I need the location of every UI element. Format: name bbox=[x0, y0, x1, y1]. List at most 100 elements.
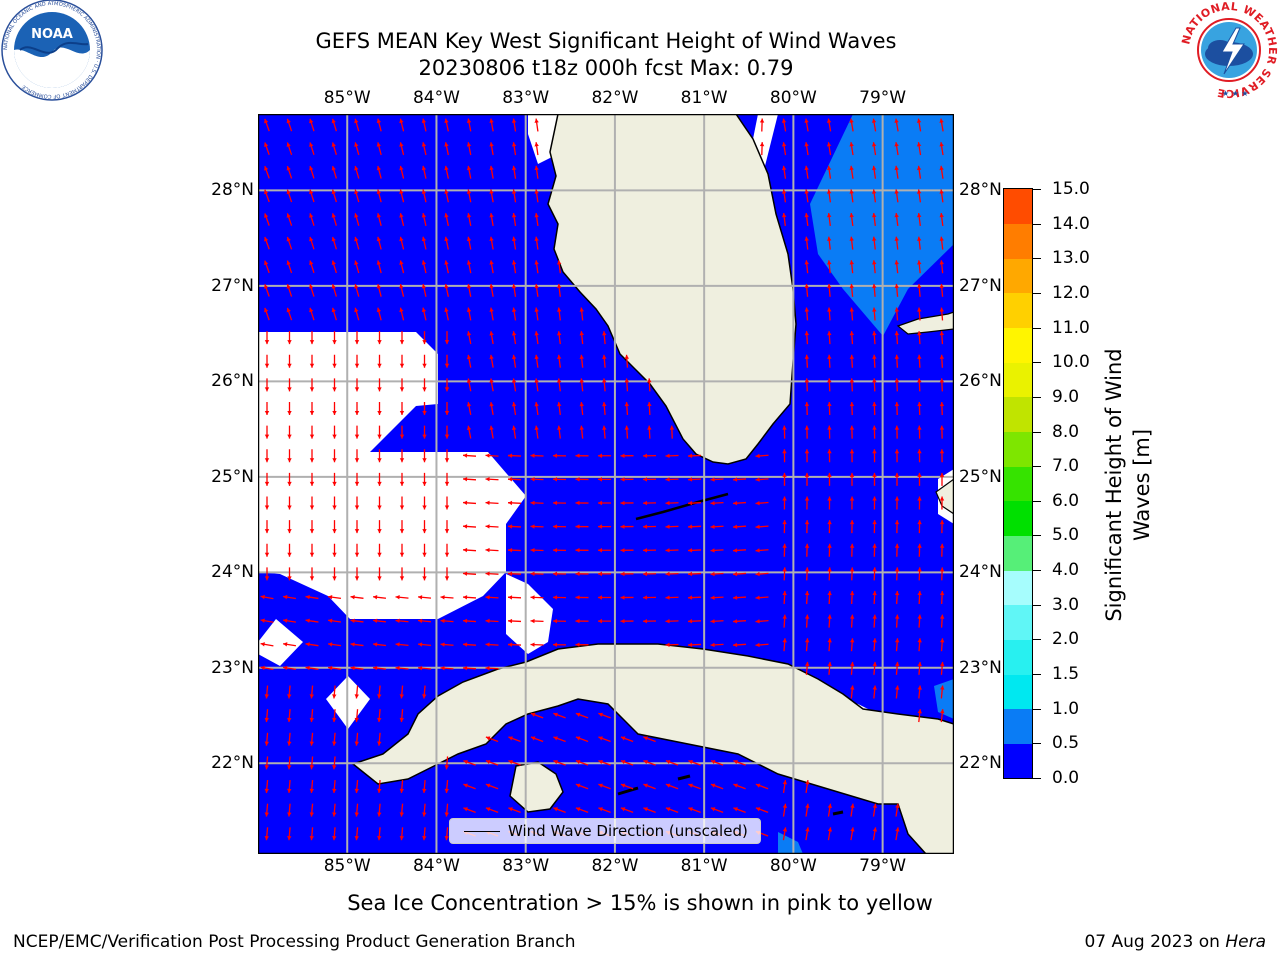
wave-direction-arrowhead bbox=[354, 411, 360, 415]
wave-direction-arrowhead bbox=[894, 638, 900, 643]
wave-direction-arrowhead bbox=[530, 477, 535, 482]
wave-direction-arrowhead bbox=[916, 118, 922, 123]
wave-direction-arrowhead bbox=[463, 500, 468, 506]
wave-direction-arrowhead bbox=[264, 118, 269, 124]
wave-direction-arrowhead bbox=[463, 524, 468, 529]
wave-direction-arrowhead bbox=[399, 189, 404, 194]
wave-direction-arrowhead bbox=[733, 595, 738, 600]
wave-direction-arrowhead bbox=[643, 595, 648, 600]
wave-direction-arrowhead bbox=[376, 189, 381, 195]
wave-direction-arrowhead bbox=[354, 788, 359, 793]
wave-direction-arrowhead bbox=[422, 458, 427, 463]
wave-direction-arrowhead bbox=[354, 340, 360, 345]
wave-direction-arrowhead bbox=[872, 543, 877, 548]
wave-direction-arrowhead bbox=[894, 354, 900, 359]
colorbar-tick-label: 7.0 bbox=[1052, 456, 1080, 477]
wave-direction-arrowhead bbox=[534, 425, 539, 430]
wave-direction-arrowhead bbox=[849, 260, 854, 265]
wave-direction-arrowhead bbox=[688, 759, 693, 765]
wave-direction-arrowhead bbox=[399, 213, 404, 218]
wave-direction-arrowhead bbox=[395, 595, 400, 600]
wave-direction-arrowhead bbox=[466, 213, 472, 218]
wave-direction-arrowhead bbox=[376, 284, 381, 289]
wave-direction-arrowhead bbox=[287, 363, 292, 368]
wave-direction-arrowhead bbox=[939, 591, 945, 596]
wave-direction-arrowhead bbox=[598, 500, 603, 506]
wave-direction-arrowhead bbox=[354, 284, 359, 289]
wave-direction-arrowhead bbox=[489, 260, 494, 265]
wave-direction-arrowhead bbox=[508, 477, 513, 482]
wave-direction-arrowhead bbox=[534, 307, 539, 312]
colorbar-segment bbox=[1004, 327, 1032, 363]
wave-direction-arrowhead bbox=[575, 477, 580, 482]
wave-direction-arrowhead bbox=[733, 619, 738, 624]
wave-direction-arrowhead bbox=[309, 434, 315, 439]
wave-direction-arrowhead bbox=[286, 142, 291, 147]
wave-direction-arrowhead bbox=[733, 548, 738, 553]
andros-land bbox=[935, 478, 954, 515]
wave-direction-arrowhead bbox=[511, 236, 517, 241]
wave-direction-arrowhead bbox=[286, 260, 291, 266]
wave-direction-arrowhead bbox=[422, 812, 427, 817]
wave-direction-arrowhead bbox=[508, 453, 513, 458]
wave-direction-arrowhead bbox=[463, 571, 468, 576]
wave-direction-arrowhead bbox=[805, 661, 810, 667]
wave-direction-arrowhead bbox=[598, 618, 603, 624]
wave-direction-arrowhead bbox=[264, 260, 269, 266]
wave-direction-arrowhead bbox=[826, 189, 832, 194]
wave-direction-arrowhead bbox=[939, 283, 944, 289]
wave-direction-arrowhead bbox=[755, 524, 760, 530]
wave-direction-arrowhead bbox=[395, 665, 400, 671]
wave-direction-arrowhead bbox=[894, 307, 899, 312]
wave-direction-arrowhead bbox=[489, 283, 494, 289]
wave-direction-arrowhead bbox=[872, 591, 877, 596]
wave-direction-arrowhead bbox=[354, 118, 359, 124]
wave-direction-arrowhead bbox=[287, 765, 292, 770]
wave-direction-arrowhead bbox=[939, 142, 944, 147]
wave-direction-arrowhead bbox=[939, 520, 945, 525]
wave-direction-arrowhead bbox=[872, 567, 877, 572]
wave-direction-arrowhead bbox=[894, 283, 899, 289]
lat-tick-label: 27°N bbox=[959, 275, 1002, 296]
wave-direction-arrowhead bbox=[485, 524, 490, 529]
noaa-logo: NOAA NATIONAL OCEANIC AND ATMOSPHERIC AD… bbox=[1, 0, 103, 101]
wave-direction-arrowhead bbox=[444, 236, 449, 242]
wave-direction-arrowhead bbox=[399, 165, 404, 171]
wave-direction-arrowhead bbox=[688, 595, 693, 600]
wave-direction-arrowhead bbox=[418, 642, 423, 647]
wave-direction-arrowhead bbox=[827, 543, 832, 548]
wave-direction-arrowhead bbox=[755, 548, 760, 553]
wave-direction-arrowhead bbox=[872, 283, 877, 289]
wave-direction-arrowhead bbox=[917, 543, 922, 548]
wave-direction-arrowhead bbox=[827, 520, 832, 525]
wave-direction-arrowhead bbox=[849, 425, 855, 430]
wave-direction-arrowhead bbox=[399, 307, 404, 313]
wave-direction-arrowhead bbox=[917, 496, 922, 501]
wave-direction-arrowhead bbox=[643, 807, 648, 812]
wave-direction-arrowhead bbox=[804, 378, 810, 383]
wave-direction-arrowhead bbox=[849, 165, 854, 171]
wave-direction-arrowhead bbox=[575, 807, 581, 812]
wave-direction-arrowhead bbox=[287, 741, 292, 746]
wave-direction-arrowhead bbox=[782, 496, 787, 501]
wave-direction-arrowhead bbox=[849, 449, 855, 454]
wave-direction-arrowhead bbox=[872, 472, 877, 477]
wave-direction-arrowhead bbox=[620, 807, 626, 812]
wave-direction-arrowhead bbox=[489, 165, 494, 171]
wave-direction-arrowhead bbox=[305, 642, 310, 647]
colorbar-tick-label: 1.0 bbox=[1052, 698, 1080, 719]
wave-direction-arrowhead bbox=[781, 165, 787, 171]
graticule bbox=[258, 114, 954, 854]
wave-direction-arrowhead bbox=[264, 340, 270, 345]
wave-direction-arrowhead bbox=[643, 548, 648, 553]
wave-direction-arrowhead bbox=[805, 827, 810, 832]
wave-direction-arrowhead bbox=[826, 165, 832, 171]
wave-direction-arrowhead bbox=[444, 189, 449, 194]
colorbar-segment bbox=[1004, 674, 1032, 710]
wave-direction-arrowhead bbox=[781, 142, 787, 147]
wave-direction-arrowhead bbox=[331, 284, 336, 289]
wave-direction-arrowhead bbox=[399, 552, 405, 557]
wave-direction-arrowhead bbox=[489, 213, 494, 218]
cuba-land bbox=[351, 643, 954, 854]
wave-direction-arrowhead bbox=[305, 594, 310, 600]
